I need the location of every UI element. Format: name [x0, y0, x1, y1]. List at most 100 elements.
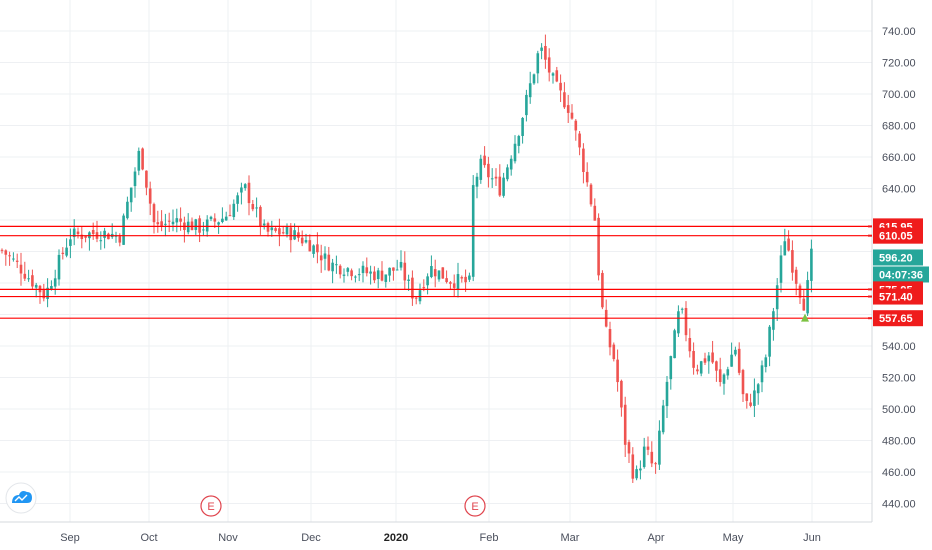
y-tick-label: 700.00: [882, 89, 916, 101]
candle-down: [23, 273, 27, 279]
candle-up: [779, 255, 783, 283]
y-tick-label: 540.00: [882, 341, 916, 353]
candle-up: [810, 248, 813, 281]
price-badge: [873, 227, 923, 244]
candle-up: [536, 53, 540, 74]
candle-down: [15, 260, 19, 262]
candle-down: [612, 344, 616, 360]
candle-down: [141, 148, 144, 170]
candle-up: [661, 405, 665, 433]
x-tick-label: Apr: [647, 532, 664, 544]
cloud-logo-icon[interactable]: [5, 482, 37, 514]
candle-down: [228, 215, 232, 217]
candle-up: [65, 247, 68, 256]
candle-down: [494, 176, 498, 179]
candle-up: [342, 274, 346, 276]
time-axis[interactable]: Sep Oct Nov Dec 2020 Feb Mar Apr May Jun: [0, 521, 872, 544]
candle-down: [547, 57, 551, 73]
candle-up: [46, 287, 49, 299]
candle-up: [722, 374, 726, 384]
candle-down: [464, 276, 467, 283]
candle-down: [715, 361, 718, 371]
candle-up: [642, 446, 646, 468]
candle-down: [487, 163, 490, 178]
candle-down: [791, 250, 794, 273]
candle-up: [255, 207, 258, 209]
candle-up: [137, 150, 141, 171]
candle-down: [247, 182, 251, 204]
candle-down: [422, 287, 426, 289]
candle-up: [475, 176, 479, 187]
candle-up: [509, 158, 513, 170]
candle-up: [772, 311, 775, 330]
candle-up: [12, 258, 15, 260]
x-tick-label: Feb: [480, 532, 499, 544]
candle-up: [243, 184, 247, 189]
candle-up: [468, 275, 471, 280]
candle-up: [175, 218, 179, 223]
candle-down: [251, 204, 255, 210]
candle-down: [654, 463, 657, 465]
candle-down: [380, 270, 384, 281]
candle-up: [72, 228, 76, 238]
candle-down: [802, 298, 806, 311]
earnings-event-marker[interactable]: [464, 495, 486, 517]
candle-up: [532, 74, 536, 84]
candle-down: [582, 148, 585, 173]
candle-up: [430, 266, 433, 278]
candle-down: [449, 282, 452, 284]
candle-up: [69, 239, 72, 246]
candle-down: [563, 92, 566, 108]
candle-up: [357, 274, 361, 276]
candle-down: [794, 269, 798, 284]
candle-up: [734, 349, 737, 355]
candle-up: [783, 241, 787, 256]
candle-down: [460, 277, 464, 279]
candle-down: [692, 350, 695, 368]
candle-down: [745, 393, 749, 401]
candle-down: [179, 218, 182, 222]
candle-up: [699, 361, 703, 374]
candle-down: [319, 255, 323, 261]
candle-down: [623, 404, 627, 445]
y-tick-label: 480.00: [882, 436, 916, 448]
candle-up: [760, 365, 764, 383]
candle-down: [274, 228, 277, 231]
candle-up: [426, 276, 429, 286]
x-tick-label: Sep: [60, 532, 80, 544]
price-badge: [873, 310, 923, 327]
candle-down: [627, 442, 631, 454]
candle-up: [680, 308, 684, 310]
x-tick-label: 2020: [384, 532, 408, 544]
candle-down: [19, 264, 23, 274]
candle-up: [707, 355, 711, 362]
price-axis[interactable]: 740.00 720.00 700.00 680.00 660.00 640.00 540.…: [871, 0, 916, 522]
candle-up: [205, 219, 209, 232]
candle-up: [103, 230, 106, 238]
x-tick-label: Oct: [140, 532, 157, 544]
candle-down: [703, 358, 707, 363]
candle-down: [160, 221, 163, 226]
candle-down: [433, 269, 437, 277]
y-tick-label: 440.00: [882, 499, 916, 511]
candle-up: [673, 330, 676, 359]
candle-up: [677, 311, 680, 334]
candle-down: [737, 348, 741, 373]
earnings-event-marker[interactable]: [200, 495, 222, 517]
candle-down: [278, 228, 281, 235]
candle-down: [392, 267, 395, 271]
candle-down: [373, 271, 376, 281]
y-tick-label: 520.00: [882, 373, 916, 385]
candle-up: [236, 195, 239, 204]
candle-down: [80, 234, 84, 239]
earnings-event-label: E: [471, 501, 478, 513]
price-badges: 615.95610.05596.2004:07:36575.95571.4055…: [868, 218, 929, 327]
candle-up: [502, 177, 505, 196]
candle-down: [350, 270, 353, 277]
grid-layer: [0, 0, 872, 522]
candle-up: [513, 143, 517, 162]
candle-down: [411, 277, 414, 299]
price-badge-text: 04:07:36: [879, 269, 923, 281]
